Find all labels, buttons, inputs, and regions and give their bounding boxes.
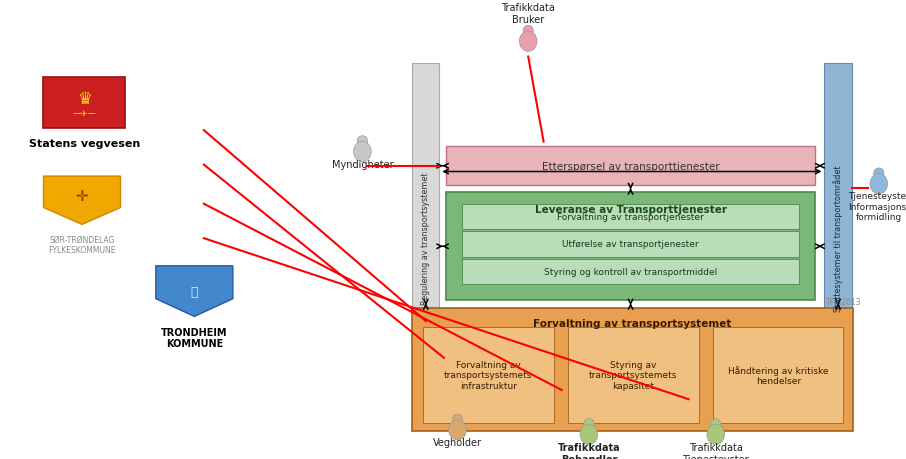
Text: Trafikkdata
Behandler: Trafikkdata Behandler — [557, 442, 621, 459]
Text: ♛: ♛ — [77, 90, 92, 108]
Text: TFo-2013: TFo-2013 — [826, 297, 862, 307]
Text: Etterspørsel av transporttjenester: Etterspørsel av transporttjenester — [542, 162, 719, 171]
FancyBboxPatch shape — [446, 147, 815, 186]
Text: Myndigheter: Myndigheter — [332, 160, 393, 170]
FancyBboxPatch shape — [824, 64, 852, 413]
Text: Tjenesteyster
Informasjons-
formidling: Tjenesteyster Informasjons- formidling — [848, 192, 906, 222]
Ellipse shape — [707, 424, 725, 445]
Ellipse shape — [523, 26, 534, 37]
Text: Støttesystemer til transportområdet: Støttesystemer til transportområdet — [834, 166, 843, 312]
Text: Forvaltning av
transportsystemets
infrastruktur: Forvaltning av transportsystemets infras… — [444, 360, 533, 390]
Ellipse shape — [870, 174, 888, 195]
Ellipse shape — [452, 414, 463, 425]
FancyBboxPatch shape — [43, 78, 125, 129]
Text: Regulering av transportsystemet: Regulering av transportsystemet — [421, 173, 430, 305]
Text: Styring og kontroll av transportmiddel: Styring og kontroll av transportmiddel — [544, 268, 718, 276]
Text: Håndtering av kritiske
hendelser: Håndtering av kritiske hendelser — [728, 365, 828, 385]
Text: ✛: ✛ — [75, 189, 89, 204]
FancyBboxPatch shape — [446, 193, 815, 301]
Ellipse shape — [583, 419, 594, 429]
Text: TRONDHEIM
KOMMUNE: TRONDHEIM KOMMUNE — [161, 327, 227, 348]
Text: Statens vegvesen: Statens vegvesen — [29, 139, 140, 149]
FancyBboxPatch shape — [568, 327, 699, 423]
Ellipse shape — [710, 419, 721, 429]
Text: Styring av
transportsystemets
kapasitet: Styring av transportsystemets kapasitet — [589, 360, 678, 390]
Text: ⛪: ⛪ — [190, 285, 198, 298]
Text: Trafikkdata
Bruker: Trafikkdata Bruker — [501, 3, 555, 24]
FancyBboxPatch shape — [462, 259, 799, 285]
FancyBboxPatch shape — [412, 308, 853, 431]
Text: SØR-TRØNDELAG
FYLKESKOMMUNE: SØR-TRØNDELAG FYLKESKOMMUNE — [48, 235, 116, 254]
Text: Forvaltning av transportjenester: Forvaltning av transportjenester — [557, 213, 704, 221]
Polygon shape — [43, 177, 120, 225]
Polygon shape — [156, 266, 233, 317]
Text: Forvaltning av transportsystemet: Forvaltning av transportsystemet — [534, 319, 731, 329]
Text: Vegholder: Vegholder — [433, 437, 482, 448]
Text: Utførelse av transportjenester: Utførelse av transportjenester — [563, 240, 699, 249]
Ellipse shape — [519, 32, 537, 52]
FancyBboxPatch shape — [412, 64, 439, 413]
Text: —✈—: —✈— — [72, 109, 96, 118]
FancyBboxPatch shape — [423, 327, 554, 423]
Ellipse shape — [580, 424, 598, 445]
Ellipse shape — [448, 420, 467, 440]
Text: Trafikkdata
Tjenesteyster: Trafikkdata Tjenesteyster — [682, 442, 749, 459]
FancyBboxPatch shape — [462, 204, 799, 230]
FancyBboxPatch shape — [713, 327, 843, 423]
Ellipse shape — [873, 168, 884, 179]
FancyBboxPatch shape — [462, 232, 799, 257]
Text: Leveranse av Transporttjenester: Leveranse av Transporttjenester — [535, 204, 727, 214]
Ellipse shape — [357, 136, 368, 147]
Ellipse shape — [353, 142, 371, 162]
